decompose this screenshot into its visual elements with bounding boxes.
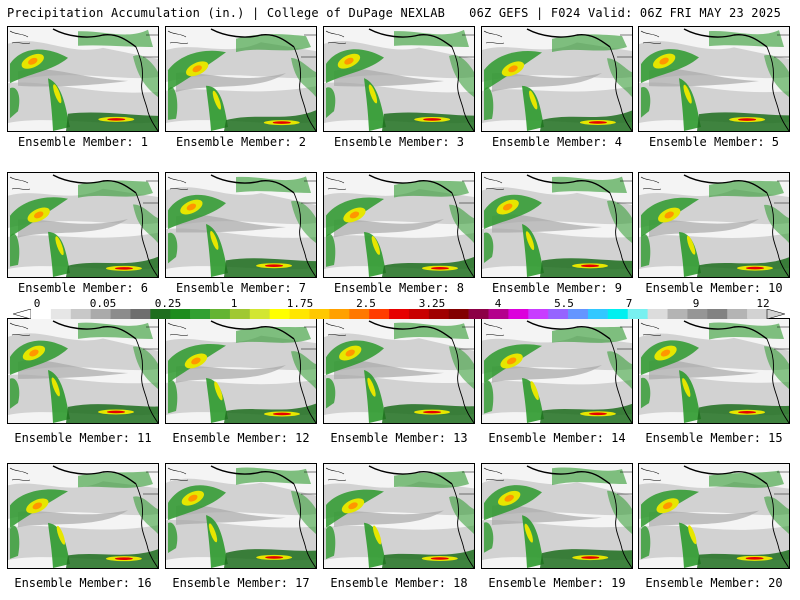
ensemble-member-label: Ensemble Member: 13: [330, 431, 468, 445]
ensemble-member-label: Ensemble Member: 1: [17, 135, 149, 149]
ensemble-member-map: [638, 463, 790, 569]
run-valid-time: 06Z GEFS | F024 Valid: 06Z FRI MAY 23 20…: [469, 6, 781, 20]
colorbar-tick-label: 2.5: [356, 297, 376, 310]
ensemble-member-label: Ensemble Member: 2: [175, 135, 307, 149]
colorbar-swatch: [170, 309, 191, 319]
colorbar-tick-label: 5.5: [554, 297, 574, 310]
ensemble-member-label: Ensemble Member: 15: [645, 431, 783, 445]
ensemble-member-map: [481, 26, 633, 132]
colorbar-swatch: [727, 309, 748, 319]
ensemble-member-map: [165, 463, 317, 569]
colorbar-swatch: [707, 309, 728, 319]
colorbar-swatch: [349, 309, 370, 319]
colorbar-swatch: [150, 309, 171, 319]
ensemble-member-map: [481, 318, 633, 424]
colorbar: [13, 309, 785, 319]
colorbar-tick-label: 0: [33, 297, 41, 310]
colorbar-swatch: [568, 309, 589, 319]
colorbar-tick-label: 1: [230, 297, 238, 310]
colorbar-swatch: [369, 309, 390, 319]
colorbar-swatch: [249, 309, 271, 319]
colorbar-swatch: [389, 309, 410, 319]
chart-title: Precipitation Accumulation (in.) | Colle…: [7, 6, 446, 20]
ensemble-member-label: Ensemble Member: 19: [488, 576, 626, 590]
ensemble-member-map: [481, 463, 633, 569]
ensemble-member-label: Ensemble Member: 17: [172, 576, 310, 590]
colorbar-swatch: [50, 309, 72, 319]
colorbar-swatch: [468, 309, 489, 319]
colorbar-tick-label: 4: [494, 297, 502, 310]
colorbar-swatch: [229, 309, 251, 319]
colorbar-swatch: [548, 309, 569, 319]
ensemble-member-label: Ensemble Member: 14: [488, 431, 626, 445]
ensemble-member-label: Ensemble Member: 8: [333, 281, 465, 295]
colorbar-swatch: [130, 309, 151, 319]
ensemble-member-label: Ensemble Member: 18: [330, 576, 468, 590]
ensemble-member-map: [481, 172, 633, 278]
ensemble-member-map: [165, 172, 317, 278]
ensemble-member-label: Ensemble Member: 9: [491, 281, 623, 295]
ensemble-member-map: [7, 463, 159, 569]
colorbar-swatch: [428, 309, 450, 319]
colorbar-swatch: [448, 309, 469, 319]
ensemble-member-map: [165, 318, 317, 424]
colorbar-swatch: [90, 309, 111, 319]
colorbar-tick-label: 7: [625, 297, 633, 310]
colorbar-swatch: [647, 309, 668, 319]
ensemble-member-label: Ensemble Member: 20: [645, 576, 783, 590]
ensemble-member-label: Ensemble Member: 5: [648, 135, 780, 149]
ensemble-member-label: Ensemble Member: 12: [172, 431, 310, 445]
ensemble-member-map: [7, 26, 159, 132]
colorbar-swatch: [190, 309, 211, 319]
colorbar-swatch: [528, 309, 549, 319]
colorbar-swatch: [687, 309, 708, 319]
ensemble-member-map: [638, 26, 790, 132]
colorbar-swatch: [110, 309, 131, 319]
colorbar-swatch: [607, 309, 629, 319]
ensemble-member-map: [638, 172, 790, 278]
ensemble-member-label: Ensemble Member: 3: [333, 135, 465, 149]
ensemble-member-map: [323, 318, 475, 424]
ensemble-member-map: [323, 463, 475, 569]
ensemble-member-label: Ensemble Member: 7: [175, 281, 307, 295]
colorbar-swatch: [210, 309, 231, 319]
ensemble-member-label: Ensemble Member: 11: [14, 431, 152, 445]
ensemble-member-map: [165, 26, 317, 132]
colorbar-swatch: [329, 309, 350, 319]
colorbar-tick-label: 0.25: [154, 297, 182, 310]
colorbar-tick-label: 9: [692, 297, 700, 310]
colorbar-tick-label: 1.75: [286, 297, 314, 310]
colorbar-swatch: [667, 309, 688, 319]
ensemble-member-label: Ensemble Member: 4: [491, 135, 623, 149]
colorbar-swatch: [309, 309, 330, 319]
ensemble-member-map: [323, 172, 475, 278]
colorbar-swatch: [488, 309, 509, 319]
ensemble-member-map: [638, 318, 790, 424]
colorbar-swatch: [31, 309, 52, 319]
colorbar-swatch: [289, 309, 310, 319]
ensemble-member-label: Ensemble Member: 16: [14, 576, 152, 590]
ensemble-member-map: [7, 172, 159, 278]
colorbar-tick-label: 3.25: [418, 297, 446, 310]
colorbar-swatch: [70, 309, 91, 319]
ensemble-member-label: Ensemble Member: 6: [17, 281, 149, 295]
ensemble-member-map: [323, 26, 475, 132]
colorbar-swatch: [269, 309, 290, 319]
colorbar-swatch: [627, 309, 648, 319]
colorbar-swatch: [508, 309, 529, 319]
colorbar-tick-label: 12: [756, 297, 770, 310]
ensemble-member-label: Ensemble Member: 10: [645, 281, 783, 295]
colorbar-swatch: [587, 309, 609, 319]
colorbar-swatch: [408, 309, 430, 319]
colorbar-tick-label: 0.05: [89, 297, 117, 310]
ensemble-member-map: [7, 318, 159, 424]
colorbar-swatch: [747, 309, 768, 319]
